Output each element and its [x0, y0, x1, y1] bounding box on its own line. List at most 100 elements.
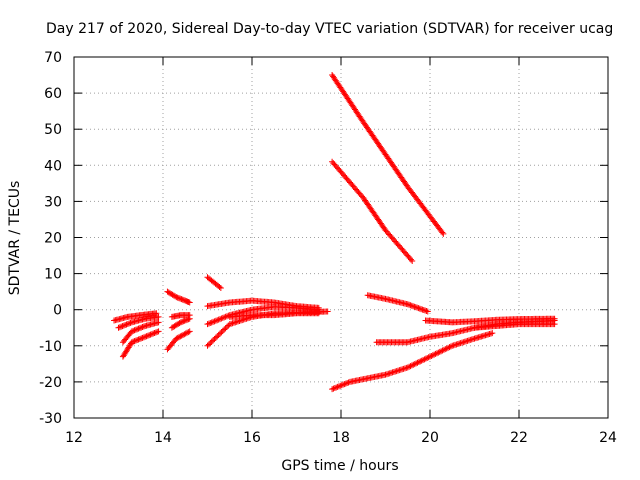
data-point — [440, 346, 447, 353]
series-track-16 — [364, 292, 431, 315]
data-point — [128, 328, 135, 335]
data-point — [407, 363, 414, 370]
data-point — [218, 329, 225, 336]
data-point — [420, 357, 427, 364]
data-point — [442, 346, 449, 353]
data-point — [219, 327, 226, 334]
data-point — [208, 338, 215, 345]
data-point — [177, 319, 184, 326]
data-point — [406, 363, 413, 370]
data-point — [207, 320, 214, 327]
chart-title: Day 217 of 2020, Sidereal Day-to-day VTE… — [46, 21, 613, 37]
data-point — [432, 350, 439, 357]
data-point — [424, 308, 431, 315]
data-point — [433, 350, 440, 357]
data-point — [118, 323, 125, 330]
y-tick-label: 0 — [53, 303, 62, 319]
data-point — [144, 332, 151, 339]
data-point — [136, 335, 143, 342]
x-tick-label: 18 — [332, 430, 350, 446]
data-point — [151, 329, 158, 336]
data-point — [341, 381, 348, 388]
data-point — [177, 333, 184, 340]
data-point — [446, 344, 453, 351]
y-tick-labels: -30 -20 -10 0 10 20 30 40 50 60 70 — [39, 50, 62, 427]
data-point — [131, 327, 138, 334]
data-point — [410, 361, 417, 368]
data-point — [409, 257, 416, 264]
data-point — [139, 334, 146, 341]
y-tick-label: 10 — [44, 267, 62, 283]
data-point — [208, 319, 215, 326]
x-tick-labels: 12 14 16 18 20 22 24 — [65, 430, 617, 446]
data-point — [185, 316, 192, 323]
data-point — [217, 285, 224, 292]
series-track-13 — [226, 310, 322, 320]
x-tick-label: 22 — [510, 430, 528, 446]
data-point — [333, 384, 340, 391]
data-point — [175, 295, 182, 302]
series-track-5 — [164, 288, 193, 306]
data-point — [155, 313, 162, 320]
data-point — [150, 330, 157, 337]
data-point — [132, 326, 139, 333]
data-point — [177, 295, 184, 302]
data-point — [139, 324, 146, 331]
data-point — [447, 343, 454, 350]
data-point — [217, 316, 224, 323]
data-point — [120, 322, 127, 329]
data-point — [138, 324, 145, 331]
data-point — [344, 380, 351, 387]
series-track-14 — [329, 72, 447, 237]
data-point — [135, 325, 142, 332]
data-point — [115, 324, 122, 331]
data-point — [330, 385, 337, 392]
data-point — [489, 330, 496, 337]
data-point — [174, 334, 181, 341]
data-point — [127, 319, 134, 326]
data-point — [185, 329, 192, 336]
data-point — [155, 319, 162, 326]
data-point — [215, 331, 222, 338]
data-point — [438, 348, 445, 355]
data-point — [421, 356, 428, 363]
data-point — [331, 385, 338, 392]
data-point — [186, 328, 193, 335]
data-point — [424, 354, 431, 361]
data-point — [154, 328, 161, 335]
data-point — [439, 229, 446, 236]
data-point — [179, 296, 186, 303]
series-track-4 — [119, 328, 162, 360]
data-point — [225, 312, 232, 319]
data-point — [413, 360, 420, 367]
data-point — [124, 320, 131, 327]
data-point — [445, 344, 452, 351]
data-point — [427, 353, 433, 360]
data-point — [186, 299, 193, 306]
series-track-9 — [204, 274, 224, 292]
data-point — [415, 359, 422, 366]
data-point — [428, 352, 435, 359]
data-point — [342, 380, 349, 387]
data-point — [429, 352, 436, 359]
data-points — [111, 72, 558, 393]
data-point — [147, 331, 154, 338]
data-point — [178, 332, 185, 339]
series-track-19 — [471, 321, 558, 331]
y-tick-label: 70 — [44, 50, 62, 66]
data-point — [212, 317, 219, 324]
data-point — [128, 339, 135, 346]
data-point — [340, 381, 347, 388]
data-point — [334, 383, 341, 390]
data-point — [436, 348, 443, 355]
series-track-1 — [111, 310, 160, 324]
data-point — [176, 334, 183, 341]
data-point — [440, 230, 447, 237]
y-tick-label: -20 — [39, 375, 62, 391]
data-point — [315, 310, 322, 317]
y-tick-label: 60 — [44, 86, 62, 102]
data-point — [439, 347, 446, 354]
y-tick-label: 40 — [44, 158, 62, 174]
plot-frame — [73, 56, 609, 419]
data-point — [221, 326, 228, 333]
